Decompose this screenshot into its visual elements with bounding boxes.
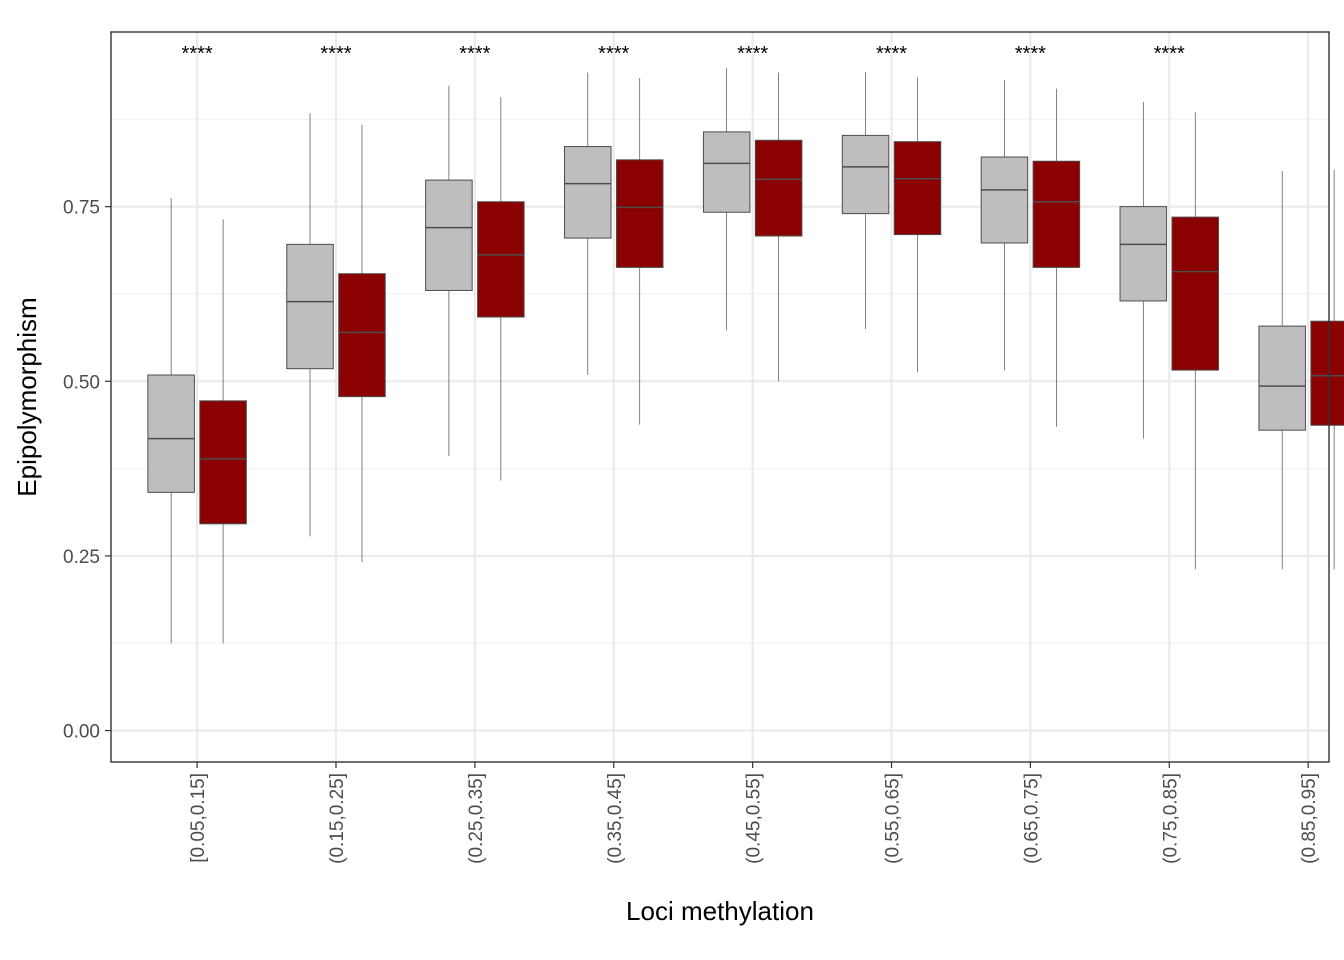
- y-tick-label: 0.75: [63, 198, 100, 219]
- significance-labels: **** **** **** **** **** **** **** ****: [182, 43, 1186, 65]
- x-tick-label: (0.75,0.85]: [1160, 773, 1181, 864]
- panel-border: [110, 31, 1330, 763]
- y-tick-label: 0.25: [63, 547, 100, 568]
- box-body: [199, 400, 247, 525]
- box-body: [1032, 160, 1081, 268]
- box-body: [1119, 206, 1168, 302]
- x-tick-label: (0.85,0.95]: [1299, 773, 1320, 864]
- box-body: [564, 146, 612, 239]
- significance-label: ****: [182, 43, 213, 65]
- x-tick-label: [0.05,0.15]: [188, 773, 209, 863]
- box-group: [702, 68, 751, 331]
- significance-label: ****: [876, 43, 907, 65]
- box-group: [1171, 112, 1220, 570]
- x-tick-label: (0.25,0.35]: [466, 773, 487, 864]
- x-tick-label: (0.15,0.25]: [327, 773, 348, 864]
- box-group: [147, 198, 195, 644]
- box-group: [286, 113, 334, 537]
- x-tick-label: (0.55,0.65]: [883, 773, 904, 864]
- boxes: [147, 68, 1344, 644]
- x-tick-label: (0.35,0.45]: [605, 773, 626, 864]
- box-body: [893, 141, 942, 236]
- significance-label: ****: [1154, 43, 1185, 65]
- box-body: [615, 159, 664, 268]
- box-group: [564, 72, 612, 375]
- box-group: [338, 124, 386, 563]
- box-body: [754, 139, 803, 237]
- box-group: [893, 77, 942, 373]
- x-tick-label: (0.45,0.55]: [744, 773, 765, 864]
- box-group: [1258, 171, 1306, 570]
- significance-label: ****: [459, 43, 490, 65]
- box-body: [338, 273, 386, 398]
- box-group: [1032, 88, 1081, 427]
- box-body: [286, 243, 334, 370]
- box-body: [702, 131, 751, 213]
- box-body: [980, 156, 1029, 244]
- box-body: [425, 179, 473, 291]
- x-axis-title: Loci methylation: [626, 896, 814, 926]
- y-axis-title: Epipolymorphism: [12, 297, 42, 496]
- axes: 0.00 0.25 0.50 0.75 [0.05,0.15] (0.15,0.25] (0…: [63, 198, 1320, 864]
- box-body: [1258, 325, 1306, 431]
- box-group: [425, 85, 473, 457]
- box-body: [1310, 320, 1344, 426]
- box-group: [754, 72, 803, 382]
- y-tick-label: 0.00: [63, 722, 100, 743]
- significance-label: ****: [320, 43, 351, 65]
- significance-label: ****: [598, 43, 629, 65]
- box-group: [615, 78, 664, 425]
- box-group: [841, 71, 890, 329]
- significance-label: ****: [737, 43, 768, 65]
- significance-label: ****: [1015, 43, 1046, 65]
- box-group: [1310, 169, 1344, 570]
- box-group: [477, 96, 525, 481]
- box-body: [841, 134, 890, 215]
- box-group: [980, 80, 1029, 371]
- box-group: [1119, 101, 1168, 439]
- box-body: [1171, 216, 1220, 371]
- box-body: [147, 374, 195, 493]
- y-tick-label: 0.50: [63, 372, 100, 393]
- box-body: [477, 201, 525, 318]
- x-tick-label: (0.65,0.75]: [1021, 773, 1042, 864]
- box-group: [199, 219, 247, 644]
